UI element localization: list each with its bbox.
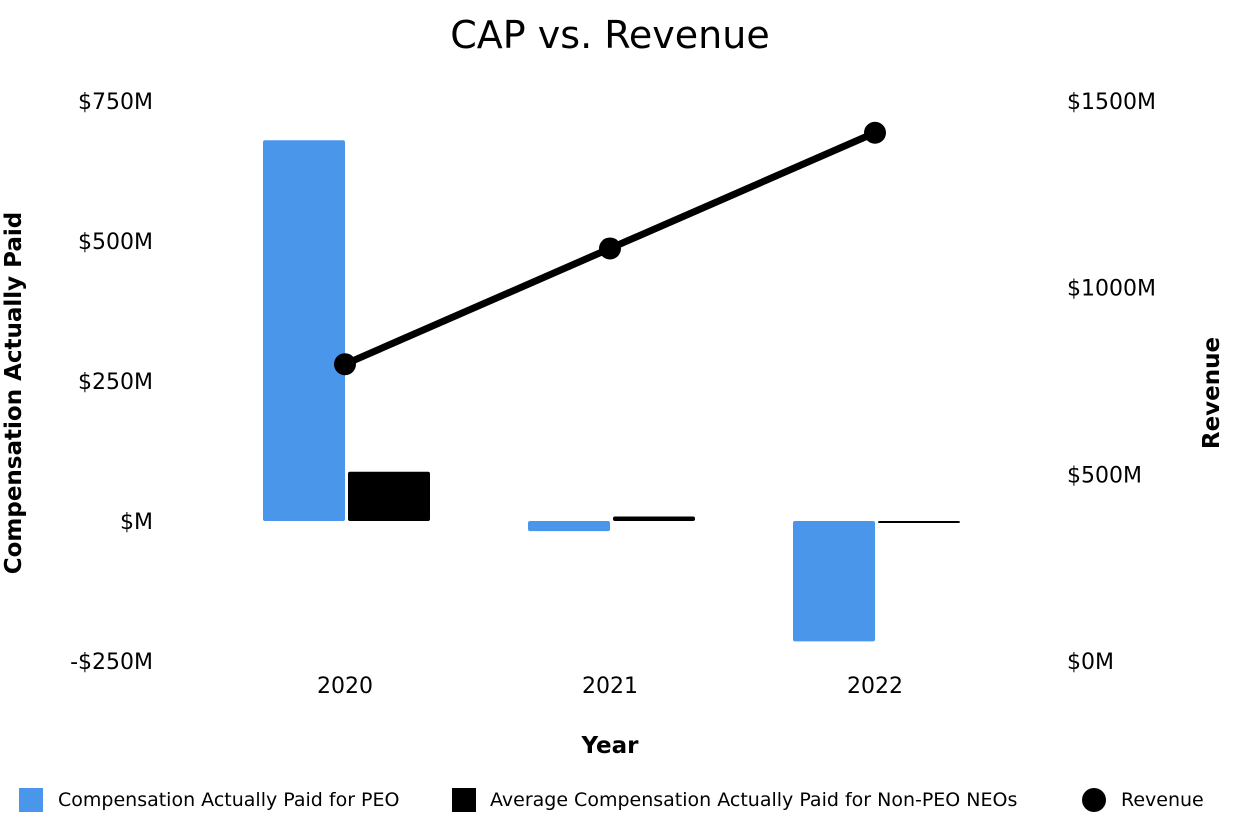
bar-peo-2020: [263, 140, 345, 521]
left-y-axis-title: Compensation Actually Paid: [1, 212, 27, 575]
left-y-tick-label: $250M: [78, 370, 153, 395]
revenue-point-2021: [599, 237, 621, 260]
left-y-axis-ticks: $750M $500M $250M $M -$250M: [70, 90, 153, 675]
x-tick-label-2022: 2022: [847, 674, 903, 699]
x-tick-label-2021: 2021: [582, 674, 638, 699]
right-y-tick-label: $0M: [1067, 650, 1114, 675]
line-layer: [334, 121, 886, 376]
right-y-tick-label: $1500M: [1067, 90, 1156, 115]
revenue-point-2022: [864, 121, 886, 144]
chart-title: CAP vs. Revenue: [450, 13, 769, 57]
x-axis-ticks: 2020 2021 2022: [317, 674, 903, 699]
bar-peo-2022: [793, 521, 875, 642]
x-axis-title: Year: [580, 733, 639, 759]
bar-non-peo-2021: [613, 516, 695, 521]
x-tick-label-2020: 2020: [317, 674, 373, 699]
legend-label: Revenue: [1121, 789, 1204, 811]
legend-item-peo: Compensation Actually Paid for PEO: [19, 788, 399, 812]
bar-non-peo-2022: [878, 521, 960, 523]
bar-non-peo-2020: [348, 471, 430, 521]
right-y-axis-title: Revenue: [1199, 337, 1225, 449]
bars-layer: [263, 140, 960, 642]
legend-label: Average Compensation Actually Paid for N…: [490, 789, 1017, 811]
left-y-tick-label: $500M: [78, 230, 153, 255]
legend-label: Compensation Actually Paid for PEO: [58, 789, 399, 811]
legend: Compensation Actually Paid for PEO Averag…: [19, 788, 1204, 812]
legend-swatch: [19, 788, 43, 812]
left-y-tick-label: -$250M: [70, 650, 153, 675]
legend-item-revenue: Revenue: [1082, 788, 1204, 812]
right-y-tick-label: $1000M: [1067, 277, 1156, 302]
bar-peo-2021: [528, 521, 610, 532]
right-y-tick-label: $500M: [1067, 463, 1142, 488]
left-y-tick-label: $750M: [78, 90, 153, 115]
revenue-point-2020: [334, 353, 356, 376]
right-y-axis-ticks: $1500M $1000M $500M $0M: [1067, 90, 1156, 675]
legend-swatch: [452, 788, 476, 812]
left-y-tick-label: $M: [120, 510, 153, 535]
legend-marker: [1082, 788, 1106, 812]
legend-item-non-peo: Average Compensation Actually Paid for N…: [452, 788, 1017, 812]
